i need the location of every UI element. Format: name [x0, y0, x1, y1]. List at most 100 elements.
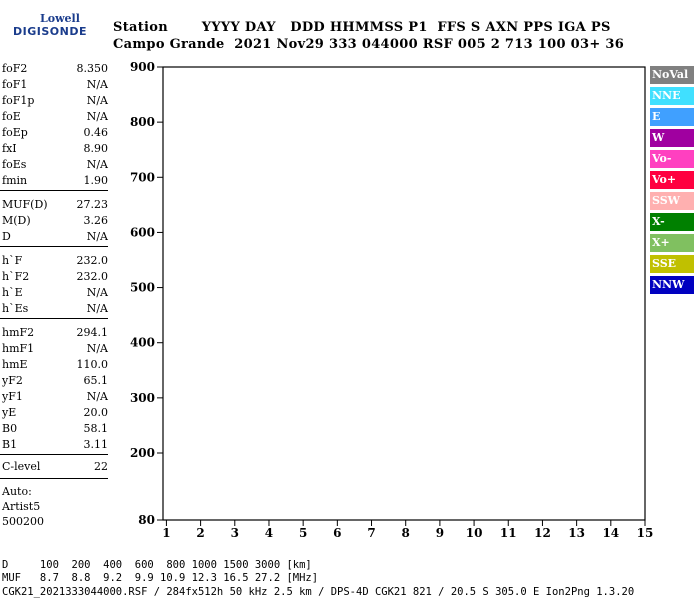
y-tick-label: 600 [130, 225, 155, 239]
clevel-name: C-level [2, 460, 41, 473]
y-tick-label: 800 [130, 115, 155, 129]
param-value: 1.90 [83, 174, 109, 187]
param-row: M(D) 3.26 [2, 214, 108, 230]
param-value: N/A [86, 110, 108, 123]
x-tick-label: 6 [333, 526, 341, 540]
param-row: foEs N/A [2, 158, 108, 174]
x-tick-label: 5 [299, 526, 307, 540]
param-row: foF1p N/A [2, 94, 108, 110]
param-row: foF2 8.350 [2, 62, 108, 78]
y-tick-label: 200 [130, 446, 155, 460]
param-value: 0.46 [83, 126, 109, 139]
param-name: B0 [2, 422, 18, 435]
chart-axes: 1 2 3 4 5 6 7 8 9 10 11 12 13 14 158020030040050060070… [130, 60, 653, 540]
param-row: yF2 65.1 [2, 374, 108, 390]
separator [0, 190, 108, 191]
y-tick-label: 700 [130, 170, 155, 184]
param-name: hmF1 [2, 342, 35, 355]
param-name: foEs [2, 158, 27, 171]
x-tick-label: 7 [367, 526, 375, 540]
param-value: 58.1 [83, 422, 109, 435]
footer-file-info: CGK21_2021333044000.RSF / 284fx512h 50 k… [2, 586, 635, 598]
param-value: 3.11 [83, 438, 109, 451]
legend-item: W [650, 129, 694, 147]
param-row: hmF1 N/A [2, 342, 108, 358]
param-value: 8.350 [76, 62, 109, 75]
param-value: N/A [86, 78, 108, 91]
x-tick-label: 15 [637, 526, 654, 540]
legend-item: X- [650, 213, 694, 231]
param-row: foEp 0.46 [2, 126, 108, 142]
param-row: D N/A [2, 230, 108, 246]
param-value: N/A [86, 302, 108, 315]
clevel-value: 22 [94, 460, 108, 473]
legend-item: X+ [650, 234, 694, 252]
x-tick-label: 2 [196, 526, 204, 540]
param-name: hmF2 [2, 326, 35, 339]
footer-muf-row: MUF 8.7 8.8 9.2 9.9 10.9 12.3 16.5 27.2 … [2, 572, 319, 584]
param-name: foF1p [2, 94, 35, 107]
param-name: yF2 [2, 374, 23, 387]
param-value: 110.0 [76, 358, 109, 371]
param-name: h`E [2, 286, 23, 299]
param-name: fxI [2, 142, 17, 155]
param-row: h`F 232.0 [2, 254, 108, 270]
param-value: 8.90 [83, 142, 109, 155]
lowell-logo-text: Lowell [40, 12, 80, 25]
param-row: h`Es N/A [2, 302, 108, 318]
legend-item: Vo- [650, 150, 694, 168]
legend-item: NNW [650, 276, 694, 294]
param-value: 65.1 [83, 374, 109, 387]
x-tick-label: 13 [568, 526, 585, 540]
x-tick-label: 10 [466, 526, 483, 540]
x-tick-label: 1 [162, 526, 170, 540]
legend-item: E [650, 108, 694, 126]
param-row: yF1 N/A [2, 390, 108, 406]
param-name: h`F2 [2, 270, 30, 283]
param-value: 3.26 [83, 214, 109, 227]
param-row: h`E N/A [2, 286, 108, 302]
plot-frame [162, 66, 646, 521]
param-name: h`Es [2, 302, 29, 315]
y-tick-label: 300 [130, 391, 155, 405]
param-value: 232.0 [76, 270, 109, 283]
param-row: yE 20.0 [2, 406, 108, 422]
param-row: foF1 N/A [2, 78, 108, 94]
footer-distance-row: D 100 200 400 600 800 1000 1500 3000 [km… [2, 559, 312, 571]
legend-item: NoVal [650, 66, 694, 84]
param-value: 27.23 [76, 198, 109, 211]
header-row-values: Campo Grande 2021 Nov29 333 044000 RSF 0… [113, 37, 625, 52]
legend-item: NNE [650, 87, 694, 105]
autoscale-label: Auto: [2, 485, 32, 498]
param-row: foE N/A [2, 110, 108, 126]
param-value: N/A [86, 342, 108, 355]
param-value: 294.1 [76, 326, 109, 339]
param-name: hmE [2, 358, 28, 371]
param-name: MUF(D) [2, 198, 48, 211]
param-row: fmin 1.90 [2, 174, 108, 190]
y-tick-label: 900 [130, 60, 155, 74]
param-name: fmin [2, 174, 28, 187]
separator [0, 454, 108, 455]
param-name: D [2, 230, 11, 243]
param-name: B1 [2, 438, 18, 451]
param-value: N/A [86, 230, 108, 243]
x-tick-label: 9 [436, 526, 444, 540]
param-name: foEp [2, 126, 28, 139]
autoscale-code: 500200 [2, 515, 44, 528]
autoscale-mode: Artist5 [2, 500, 41, 513]
y-tick-label: 400 [130, 336, 155, 350]
param-value: N/A [86, 286, 108, 299]
legend-item: Vo+ [650, 171, 694, 189]
param-name: yE [2, 406, 17, 419]
param-row: MUF(D) 27.23 [2, 198, 108, 214]
param-name: foF2 [2, 62, 28, 75]
param-name: foF1 [2, 78, 28, 91]
param-name: h`F [2, 254, 23, 267]
x-tick-label: 14 [602, 526, 619, 540]
param-value: N/A [86, 158, 108, 171]
param-row: B0 58.1 [2, 422, 108, 438]
param-value: N/A [86, 390, 108, 403]
separator [0, 246, 108, 247]
header-row-labels: Station YYYY DAY DDD HHMMSS P1 FFS S AXN… [113, 20, 611, 35]
